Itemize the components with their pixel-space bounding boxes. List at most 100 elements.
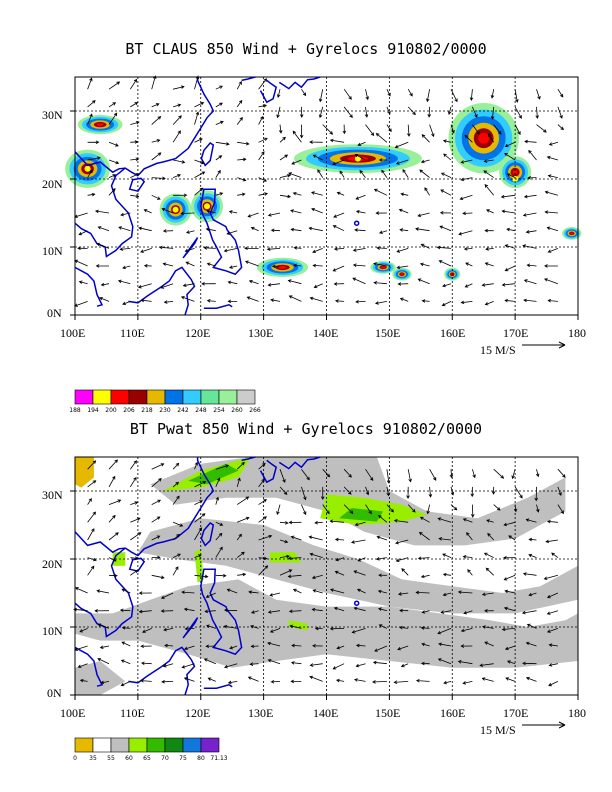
wind-arrow bbox=[504, 152, 516, 161]
wind-arrow bbox=[108, 141, 119, 147]
colorbar-label: 55 bbox=[107, 755, 115, 762]
wind-arrow bbox=[460, 628, 473, 633]
wind-arrow bbox=[462, 681, 473, 685]
colorbar-label: 70 bbox=[161, 755, 169, 762]
philippines-coast bbox=[200, 188, 243, 276]
wind-arrow bbox=[399, 228, 409, 232]
wind-arrow bbox=[395, 159, 409, 165]
wind-arrow bbox=[237, 157, 247, 162]
wind-arrow bbox=[459, 194, 473, 201]
wind-arrow bbox=[301, 504, 307, 516]
wind-arrow bbox=[441, 301, 452, 307]
wind-arrow bbox=[204, 609, 216, 614]
colorbar-swatch bbox=[92, 737, 112, 753]
wind-arrow bbox=[376, 535, 388, 541]
wind-arrow bbox=[462, 555, 473, 559]
wind-arrow bbox=[288, 609, 302, 613]
wind-arrow bbox=[438, 537, 452, 541]
cloud-region-200 bbox=[381, 266, 386, 269]
wind-arrow bbox=[87, 113, 93, 125]
wind-arrow bbox=[333, 247, 345, 251]
wind-arrow bbox=[546, 592, 559, 599]
wind-arrow bbox=[143, 209, 152, 214]
wind-arrow bbox=[335, 678, 345, 683]
wind-arrow bbox=[236, 551, 245, 558]
wind-arrow bbox=[258, 137, 268, 143]
wind-arrow bbox=[399, 297, 409, 302]
wind-arrow bbox=[140, 661, 152, 666]
wind-arrow bbox=[407, 88, 413, 97]
wind-arrow bbox=[223, 663, 238, 669]
wind-arrow bbox=[172, 174, 181, 178]
wind-arrow bbox=[504, 244, 516, 249]
wind-arrow bbox=[365, 124, 375, 137]
wind-arrow bbox=[173, 85, 185, 90]
colorbar-swatch bbox=[182, 737, 202, 753]
wind-arrow bbox=[374, 301, 387, 305]
wind-arrow bbox=[87, 565, 95, 576]
colorbar-swatch bbox=[164, 737, 184, 753]
wind-arrow bbox=[504, 298, 516, 303]
wind-arrow bbox=[398, 625, 409, 630]
wind-arrow bbox=[546, 519, 558, 524]
wind-arrow bbox=[355, 210, 366, 214]
wind-arrow bbox=[467, 569, 473, 576]
korea-coast bbox=[241, 456, 256, 462]
colorbar-label: 194 bbox=[87, 407, 99, 414]
wind-arrow bbox=[270, 228, 281, 233]
wind-arrow bbox=[151, 478, 162, 488]
wind-arrow bbox=[129, 78, 138, 90]
wind-arrow bbox=[397, 645, 409, 651]
wind-arrow bbox=[312, 644, 323, 648]
wind-arrow bbox=[194, 527, 202, 541]
wind-arrow bbox=[500, 194, 516, 199]
wind-arrow bbox=[161, 207, 174, 214]
wind-arrow bbox=[419, 262, 430, 267]
wind-arrow bbox=[236, 80, 242, 90]
claus-colorbar: 188 194 200 206 218 230 242 248 254 260 266 bbox=[69, 389, 261, 414]
wind-arrow bbox=[312, 154, 323, 161]
wind-arrow bbox=[223, 624, 238, 629]
wind-arrow bbox=[215, 546, 223, 558]
wind-arrow bbox=[203, 658, 216, 665]
wind-arrow bbox=[215, 464, 230, 470]
cloud-region-200 bbox=[400, 273, 404, 276]
wind-arrow bbox=[386, 89, 391, 97]
wind-arrow bbox=[514, 89, 519, 103]
colorbar-label: 242 bbox=[177, 407, 189, 414]
wind-arrow bbox=[386, 504, 394, 513]
wind-arrow bbox=[87, 77, 93, 90]
wind-arrow bbox=[343, 106, 353, 119]
wind-arrow bbox=[160, 592, 174, 599]
wind-arrow bbox=[299, 106, 304, 118]
wind-arrow bbox=[365, 468, 374, 481]
wind-arrow bbox=[466, 532, 473, 541]
wind-arrow bbox=[420, 574, 430, 579]
wind-arrow bbox=[312, 248, 323, 253]
wind-arrow bbox=[290, 679, 302, 684]
wind-arrow bbox=[245, 260, 259, 267]
wind-arrow bbox=[172, 553, 181, 558]
wind-arrow bbox=[248, 279, 259, 285]
wind-arrow bbox=[180, 296, 195, 302]
pwat-colorbar: 0 35 55 60 65 70 75 80 71.13 bbox=[73, 737, 228, 762]
vector-reference-label-b: 15 M/S bbox=[480, 723, 516, 737]
wind-arrow bbox=[99, 645, 110, 649]
wind-arrow bbox=[247, 212, 259, 218]
wind-arrow bbox=[547, 298, 558, 303]
colorbar-label: 60 bbox=[125, 755, 133, 762]
wind-arrow bbox=[514, 106, 522, 119]
wind-arrow bbox=[100, 680, 110, 685]
wind-arrow bbox=[484, 228, 494, 233]
lat-label-0n: 0N bbox=[47, 306, 62, 320]
wind-arrow bbox=[308, 226, 323, 232]
wind-arrow bbox=[318, 89, 324, 103]
wind-arrow bbox=[227, 299, 238, 304]
wind-arrow bbox=[317, 169, 324, 178]
wind-arrow bbox=[472, 106, 478, 118]
wind-arrow bbox=[194, 159, 205, 165]
wind-arrow bbox=[250, 226, 259, 232]
wind-arrow bbox=[329, 626, 345, 631]
wind-arrow bbox=[267, 659, 281, 665]
wind-arrow bbox=[534, 486, 539, 502]
